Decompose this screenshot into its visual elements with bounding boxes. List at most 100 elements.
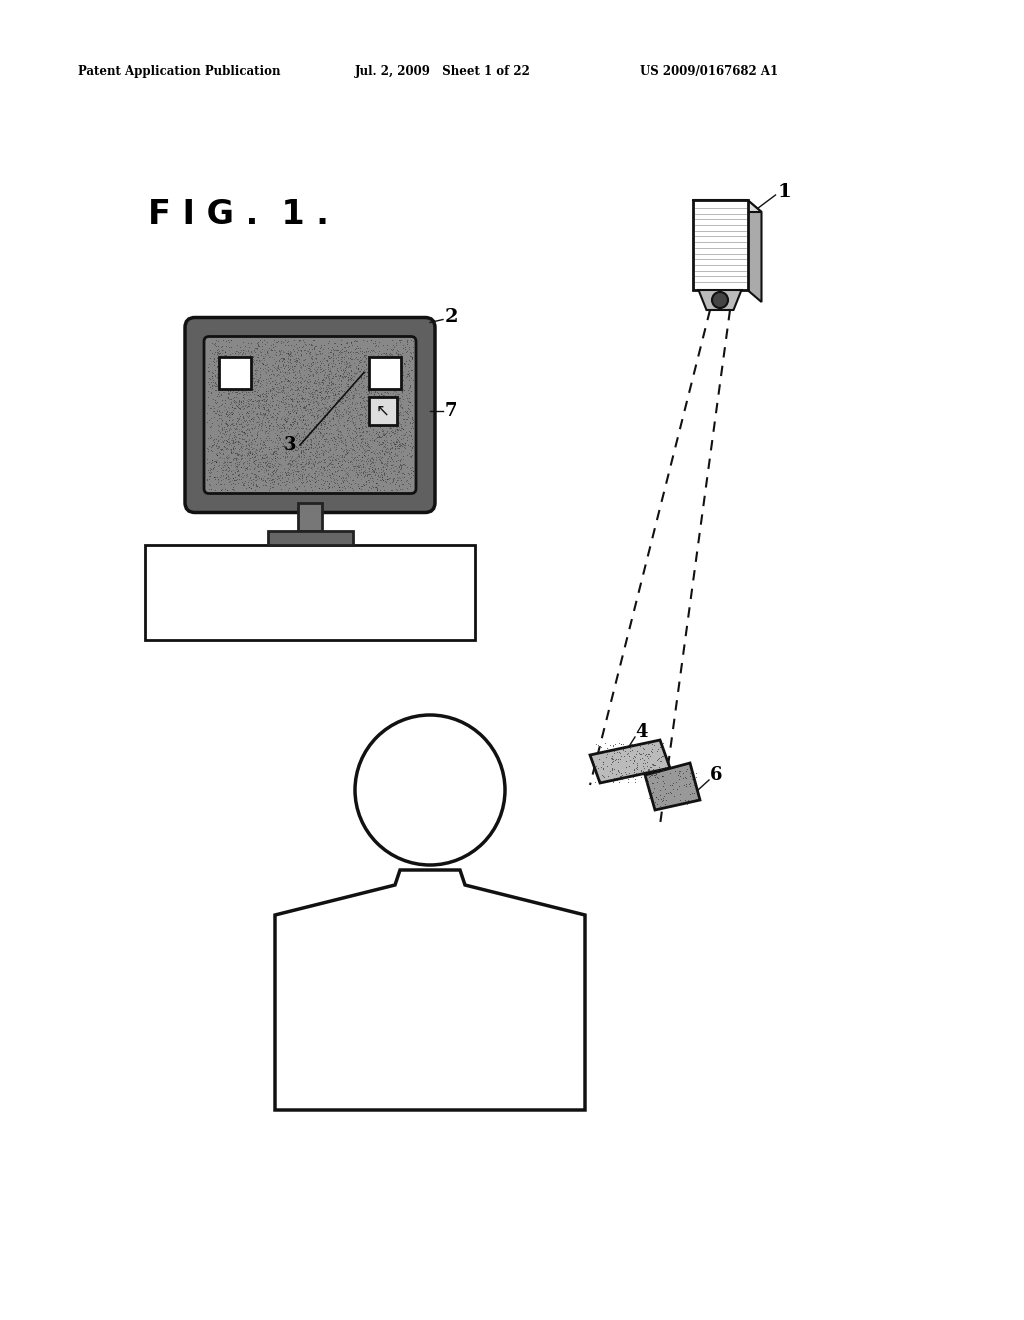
Point	[327, 413, 343, 434]
Point	[334, 430, 350, 451]
Point	[229, 378, 246, 399]
Point	[210, 371, 226, 392]
Point	[347, 347, 364, 368]
Point	[365, 407, 381, 428]
Point	[378, 401, 394, 422]
Point	[307, 425, 324, 446]
Point	[200, 356, 216, 378]
Point	[282, 413, 298, 434]
Point	[230, 393, 247, 414]
Point	[372, 470, 388, 491]
Point	[269, 403, 286, 424]
Point	[307, 466, 324, 487]
Point	[626, 750, 642, 771]
Point	[373, 447, 389, 469]
Point	[297, 458, 313, 479]
Point	[345, 331, 361, 352]
Point	[240, 333, 256, 354]
Point	[635, 752, 651, 774]
Point	[338, 333, 354, 354]
Point	[238, 362, 254, 383]
Point	[261, 457, 278, 478]
Point	[364, 405, 380, 426]
Point	[215, 465, 231, 486]
Point	[302, 341, 318, 362]
Point	[276, 409, 293, 430]
Point	[303, 385, 319, 407]
Point	[285, 430, 301, 451]
Point	[317, 388, 334, 409]
Point	[280, 444, 296, 465]
Point	[289, 478, 305, 499]
Point	[386, 367, 402, 388]
Point	[359, 401, 376, 422]
Point	[384, 367, 400, 388]
Point	[280, 342, 296, 363]
Point	[331, 412, 347, 433]
Point	[257, 451, 273, 473]
Point	[282, 362, 298, 383]
Point	[297, 387, 313, 408]
Point	[388, 354, 404, 375]
Point	[245, 351, 261, 372]
Point	[214, 479, 230, 500]
Point	[283, 414, 299, 436]
Point	[376, 424, 392, 445]
Point	[302, 449, 318, 470]
Point	[362, 450, 379, 471]
Point	[223, 428, 240, 449]
Point	[347, 465, 364, 486]
Point	[643, 741, 659, 762]
Point	[331, 374, 347, 395]
Point	[304, 404, 321, 425]
Point	[268, 408, 285, 429]
Point	[358, 421, 375, 442]
Point	[283, 417, 299, 438]
Point	[264, 432, 281, 453]
Point	[230, 451, 247, 473]
Point	[310, 478, 327, 499]
Point	[217, 399, 233, 420]
Point	[210, 378, 226, 399]
Point	[384, 405, 400, 426]
Point	[369, 388, 385, 409]
Point	[354, 355, 371, 376]
Point	[342, 418, 358, 440]
Point	[345, 420, 361, 441]
Point	[390, 459, 407, 480]
Point	[280, 381, 296, 403]
Point	[388, 392, 404, 413]
Point	[286, 341, 302, 362]
Point	[273, 330, 290, 351]
Point	[296, 420, 312, 441]
Point	[341, 351, 357, 372]
Point	[326, 404, 342, 425]
Point	[345, 440, 361, 461]
Point	[226, 418, 243, 440]
Point	[382, 425, 398, 446]
Point	[314, 418, 331, 440]
Point	[402, 458, 419, 479]
Point	[222, 440, 239, 461]
Point	[369, 479, 385, 500]
Point	[395, 375, 412, 396]
Point	[316, 335, 333, 356]
Point	[670, 764, 686, 785]
Point	[328, 434, 344, 455]
Point	[365, 451, 381, 473]
Point	[390, 385, 407, 407]
Point	[649, 793, 666, 814]
Point	[290, 438, 306, 459]
Point	[227, 341, 244, 362]
Point	[262, 372, 279, 393]
Point	[252, 383, 268, 404]
Point	[394, 355, 411, 376]
Point	[310, 343, 327, 364]
Point	[257, 444, 273, 465]
Point	[238, 430, 254, 451]
Point	[609, 751, 626, 772]
Point	[238, 343, 254, 364]
Point	[217, 379, 233, 400]
Point	[257, 474, 273, 495]
Point	[329, 445, 345, 466]
